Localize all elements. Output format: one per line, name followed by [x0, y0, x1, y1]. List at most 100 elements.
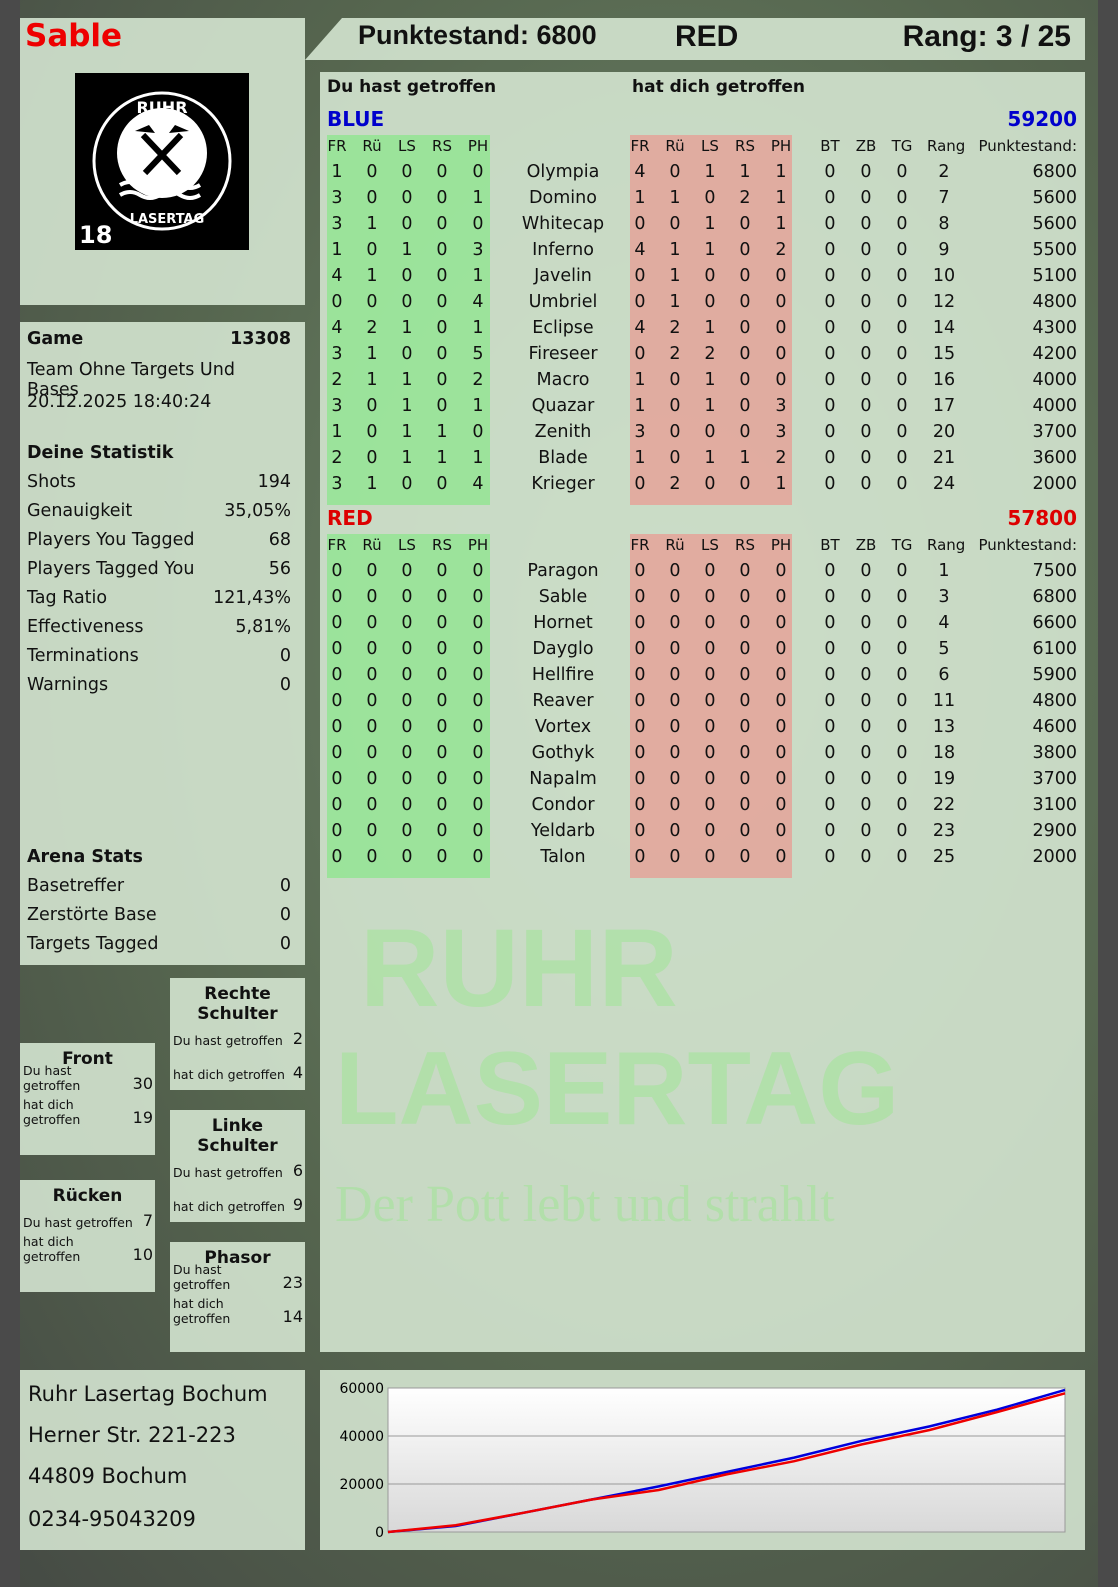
base-stat: 0	[824, 266, 836, 286]
hit-you-count: 0	[669, 639, 681, 659]
hit-you-count: 0	[634, 665, 646, 685]
player-score: 5100	[1032, 266, 1077, 286]
zone-title: Rücken	[52, 1186, 123, 1206]
stat-value: 0	[279, 646, 291, 666]
you-hit-count: 0	[366, 691, 378, 711]
base-stat: 0	[896, 587, 908, 607]
hit-you-count: 0	[669, 370, 681, 390]
base-stat: 0	[824, 214, 836, 234]
hit-you-count: 0	[739, 795, 751, 815]
base-stat: 0	[896, 214, 908, 234]
hit-you-count: 0	[775, 613, 787, 633]
stat-value: 35,05%	[224, 501, 291, 521]
address-line: Ruhr Lasertag Bochum	[28, 1382, 268, 1406]
hit-you-count: 0	[775, 743, 787, 763]
base-stat: 0	[860, 266, 872, 286]
player-rank: 20	[932, 422, 956, 442]
player-rank: 15	[932, 344, 956, 364]
col-header: Rü	[362, 536, 382, 554]
zone-hit-label: Du hast getroffen	[173, 1165, 283, 1180]
you-hit-count: 0	[331, 821, 343, 841]
stat-row: Shots 194	[27, 472, 291, 492]
you-hit-count: 0	[401, 613, 413, 633]
base-stat: 0	[860, 587, 872, 607]
hit-you-count: 0	[704, 847, 716, 867]
you-hit-count: 0	[401, 587, 413, 607]
game-number: 13308	[230, 329, 291, 349]
arena-row: Zerstörte Base 0	[27, 905, 291, 925]
you-hit-count: 1	[401, 448, 413, 468]
stat-value: 56	[268, 559, 291, 579]
base-stat: 0	[896, 795, 908, 815]
you-hit-count: 0	[401, 561, 413, 581]
zone-got-row: hat dich getroffen 19	[20, 1093, 155, 1127]
hit-you-count: 2	[669, 474, 681, 494]
hit-you-count: 0	[704, 821, 716, 841]
hit-you-count: 0	[775, 370, 787, 390]
col-header: TG	[891, 137, 913, 155]
base-stat: 0	[860, 422, 872, 442]
hit-you-count: 0	[704, 769, 716, 789]
zone-got-row: hat dich getroffen 14	[170, 1292, 305, 1326]
base-stat: 0	[860, 691, 872, 711]
hit-you-block	[630, 534, 792, 878]
you-hit-count: 0	[436, 370, 448, 390]
hit-you-count: 0	[634, 717, 646, 737]
you-hit-count: 1	[331, 240, 343, 260]
stat-row: Players You Tagged 68	[27, 530, 291, 550]
hit-zone-box: Linke Schulter Du hast getroffen 6 hat dich…	[170, 1110, 305, 1222]
hit-you-count: 1	[775, 214, 787, 234]
player-name: Dayglo	[532, 639, 594, 659]
you-hit-count: 0	[401, 162, 413, 182]
zone-got-row: hat dich getroffen 4	[170, 1048, 305, 1082]
base-stat: 0	[824, 162, 836, 182]
you-hit-block	[327, 135, 490, 505]
player-rank: 16	[932, 370, 956, 390]
player-name: Inferno	[532, 240, 594, 260]
hit-you-count: 1	[739, 162, 751, 182]
col-header: Punktestand:	[978, 137, 1077, 155]
hit-you-count: 0	[739, 474, 751, 494]
team-total: 57800	[1007, 506, 1077, 530]
you-hit-count: 0	[436, 214, 448, 234]
hit-you-count: 2	[669, 318, 681, 338]
you-hit-count: 1	[401, 422, 413, 442]
hit-you-count: 1	[704, 370, 716, 390]
you-hit-count: 1	[401, 318, 413, 338]
hit-you-count: 0	[704, 639, 716, 659]
hit-you-count: 0	[669, 613, 681, 633]
zone-hit-row: Du hast getroffen 6	[170, 1156, 305, 1180]
you-hit-count: 0	[436, 769, 448, 789]
base-stat: 0	[896, 240, 908, 260]
base-stat: 0	[824, 639, 836, 659]
player-rank: 14	[932, 318, 956, 338]
base-stat: 0	[896, 474, 908, 494]
you-hit-count: 0	[472, 743, 484, 763]
stat-row: Tag Ratio 121,43%	[27, 588, 291, 608]
you-hit-count: 0	[436, 344, 448, 364]
stat-label: Players You Tagged	[27, 530, 195, 550]
hit-you-count: 1	[704, 318, 716, 338]
you-hit-count: 1	[472, 188, 484, 208]
base-stat: 0	[860, 292, 872, 312]
player-name: Eclipse	[532, 318, 594, 338]
game-label: Game	[27, 329, 84, 349]
player-score: 2000	[1032, 847, 1077, 867]
base-stat: 0	[824, 665, 836, 685]
hit-you-count: 0	[634, 743, 646, 763]
you-hit-count: 1	[401, 396, 413, 416]
player-rank: 25	[932, 847, 956, 867]
hit-you-count: 0	[669, 821, 681, 841]
player-score: 3600	[1032, 448, 1077, 468]
you-hit-count: 0	[366, 188, 378, 208]
you-hit-count: 0	[331, 717, 343, 737]
player-name: Javelin	[534, 266, 592, 286]
team-name: RED	[327, 506, 373, 530]
hit-you-count: 0	[669, 691, 681, 711]
hit-you-count: 0	[775, 717, 787, 737]
base-stat: 0	[860, 396, 872, 416]
you-hit-count: 0	[401, 795, 413, 815]
base-stat: 0	[824, 318, 836, 338]
hit-you-count: 0	[739, 214, 751, 234]
player-name: Olympia	[526, 162, 600, 182]
